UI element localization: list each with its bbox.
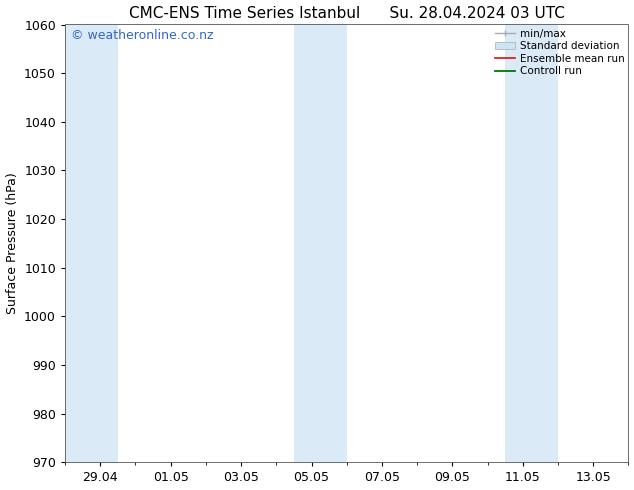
Text: © weatheronline.co.nz: © weatheronline.co.nz [70, 29, 213, 42]
Bar [505, 24, 558, 463]
Title: CMC-ENS Time Series Istanbul      Su. 28.04.2024 03 UTC: CMC-ENS Time Series Istanbul Su. 28.04.2… [129, 5, 565, 21]
Legend: min/max, Standard deviation, Ensemble mean run, Controll run: min/max, Standard deviation, Ensemble me… [493, 26, 626, 78]
Bar [65, 24, 118, 463]
Bar [294, 24, 347, 463]
Y-axis label: Surface Pressure (hPa): Surface Pressure (hPa) [6, 172, 18, 314]
